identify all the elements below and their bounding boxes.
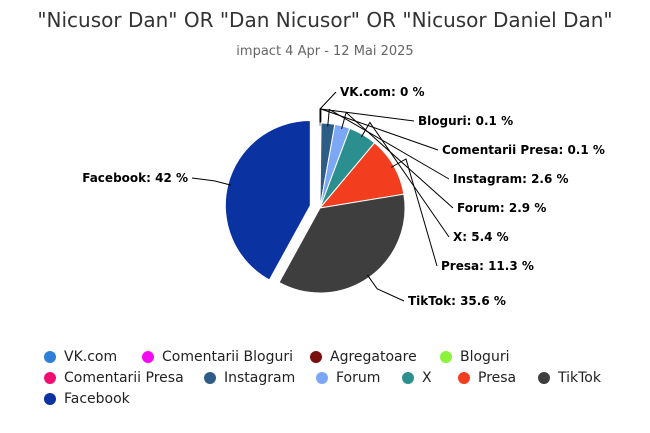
data-label-tiktok: TikTok: 35.6 % <box>408 294 506 308</box>
connector-bloguri <box>319 108 415 127</box>
data-label-presa: Presa: 11.3 % <box>441 259 534 273</box>
connector-facebook <box>191 177 232 186</box>
legend-label-agregatoare: Agregatoare <box>330 349 417 365</box>
legend-dot-facebook <box>44 393 56 405</box>
pie-chart: VK.com: 0 % Bloguri: 0.1 % Comentarii Pres… <box>82 85 605 308</box>
data-label-bloguri: Bloguri: 0.1 % <box>418 114 513 128</box>
legend-dot-bloguri <box>440 351 452 363</box>
legend-label-vk: VK.com <box>64 349 118 365</box>
legend-dot-agregatoare <box>310 351 322 363</box>
legend-label-comentarii-presa: Comentarii Presa <box>64 370 184 386</box>
legend-dot-forum <box>316 372 328 384</box>
data-label-facebook: Facebook: 42 % <box>82 171 188 185</box>
legend-label-tiktok: TikTok <box>558 370 601 386</box>
legend-item-comentarii-bloguri[interactable]: Comentarii Bloguri <box>142 349 293 365</box>
legend-dot-comentarii-presa <box>44 372 56 384</box>
connector-forum <box>341 111 454 209</box>
legend-label-comentarii-bloguri: Comentarii Bloguri <box>162 349 293 365</box>
legend-item-facebook[interactable]: Facebook <box>44 391 130 407</box>
legend-dot-tiktok <box>538 372 550 384</box>
legend-label-bloguri: Bloguri <box>460 349 510 365</box>
data-label-instagram: Instagram: 2.6 % <box>453 172 569 186</box>
connector-instagram <box>327 108 450 180</box>
legend-dot-vk <box>44 351 56 363</box>
legend-dot-comentarii-bloguri <box>142 351 154 363</box>
legend-label-presa: Presa <box>478 370 517 386</box>
legend-label-facebook: Facebook <box>64 391 130 407</box>
legend-dot-instagram <box>204 372 216 384</box>
legend-item-x[interactable]: X <box>402 370 432 386</box>
legend-label-instagram: Instagram <box>224 370 296 386</box>
legend-item-comentarii-presa[interactable]: Comentarii Presa <box>44 370 184 386</box>
legend-item-agregatoare[interactable]: Agregatoare <box>310 349 417 365</box>
legend-label-forum: Forum <box>336 370 381 386</box>
legend-item-bloguri[interactable]: Bloguri <box>440 349 509 365</box>
data-label-comentarii-presa: Comentarii Presa: 0.1 % <box>442 143 605 157</box>
legend-item-instagram[interactable]: Instagram <box>204 370 295 386</box>
connector-comentarii-presa <box>320 108 439 151</box>
legend-dot-x <box>402 372 414 384</box>
data-label-x: X: 5.4 % <box>453 230 509 244</box>
connector-x <box>360 121 450 238</box>
legend-item-forum[interactable]: Forum <box>316 370 380 386</box>
legend-item-tiktok[interactable]: TikTok <box>538 370 601 386</box>
connector-presa <box>390 158 438 267</box>
legend-dot-presa <box>458 372 470 384</box>
chart-subtitle: impact 4 Apr - 12 Mai 2025 <box>236 44 414 59</box>
data-label-vk-com: VK.com: 0 % <box>340 85 425 99</box>
data-label-forum: Forum: 2.9 % <box>457 201 546 215</box>
connector-tiktok <box>366 274 405 302</box>
legend-label-x: X <box>422 370 432 386</box>
legend-item-vk[interactable]: VK.com <box>44 349 117 365</box>
legend-item-presa[interactable]: Presa <box>458 370 516 386</box>
chart-title: "Nicusor Dan" OR "Dan Nicusor" OR "Nicus… <box>37 8 613 32</box>
